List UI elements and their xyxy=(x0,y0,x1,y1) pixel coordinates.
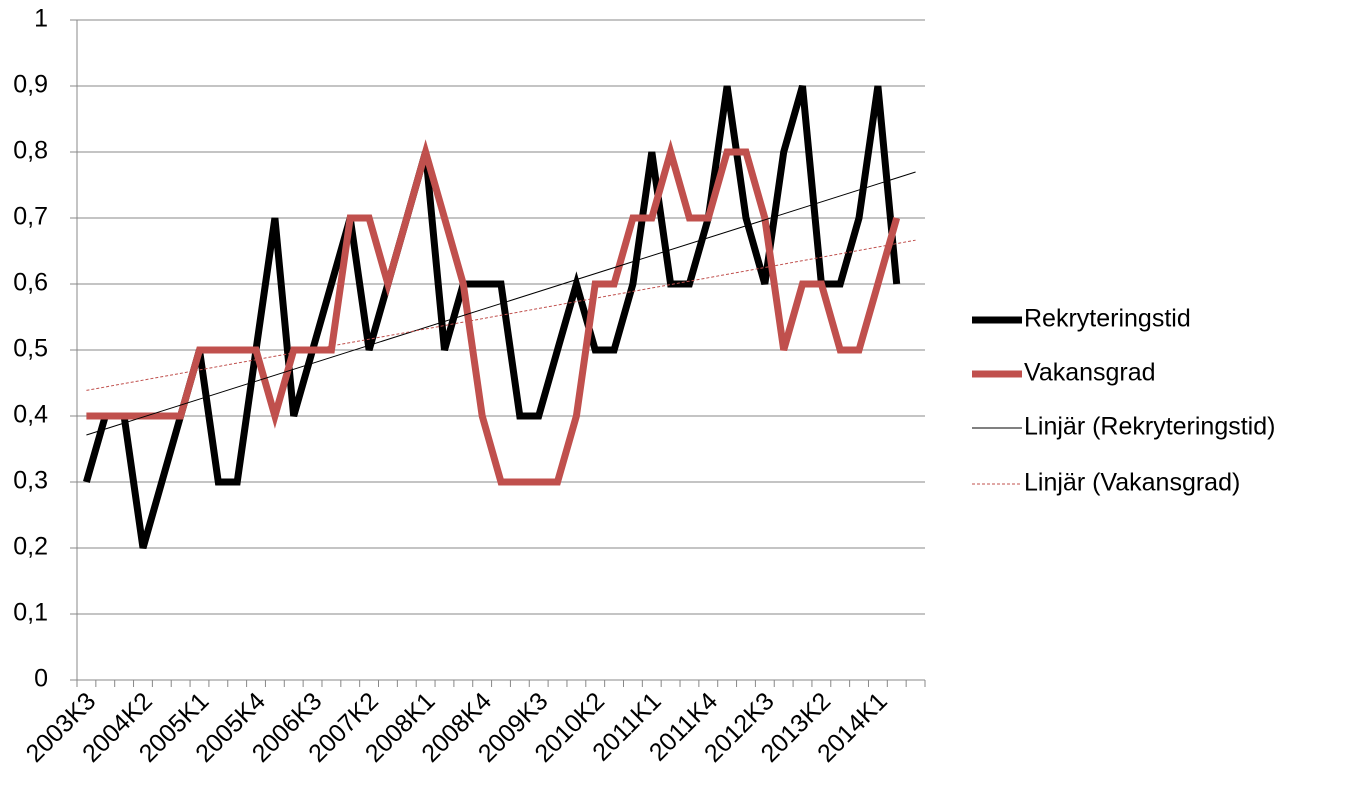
y-tick-label: 0,7 xyxy=(13,203,48,231)
y-tick-label: 1 xyxy=(34,5,48,33)
legend-label: Linjär (Vakansgrad) xyxy=(1024,469,1240,497)
y-tick-label: 0,3 xyxy=(13,467,48,495)
legend-label: Rekryteringstid xyxy=(1024,305,1191,333)
y-tick-label: 0,1 xyxy=(13,599,48,627)
legend-label: Vakansgrad xyxy=(1024,359,1156,387)
series-line xyxy=(83,85,901,549)
y-tick-label: 0,4 xyxy=(13,401,48,429)
trendline xyxy=(86,171,916,436)
trendline xyxy=(86,239,916,391)
y-tick-label: 0 xyxy=(34,665,48,693)
y-tick-label: 0,6 xyxy=(13,269,48,297)
series-line xyxy=(86,139,901,486)
y-tick-label: 0,2 xyxy=(13,533,48,561)
y-tick-label: 0,8 xyxy=(13,137,48,165)
y-tick-label: 0,5 xyxy=(13,335,48,363)
y-tick-label: 0,9 xyxy=(13,71,48,99)
legend-label: Linjär (Rekryteringstid) xyxy=(1024,413,1275,441)
